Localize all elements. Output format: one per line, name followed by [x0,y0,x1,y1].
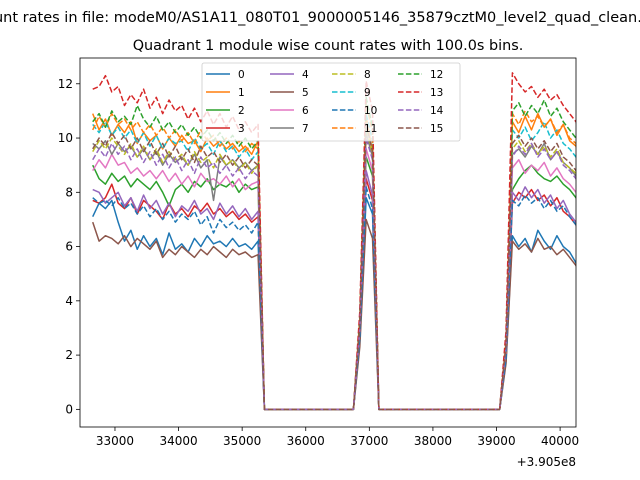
x-axis: 33000 34000 35000 36000 37000 38000 39000 40000 [96,427,579,448]
y-tick-label: 8 [65,185,73,199]
x-tick-label: 36000 [287,434,325,448]
legend-label-1: 1 [238,87,245,99]
x-tick-label: 35000 [223,434,261,448]
series-layer [92,72,576,411]
legend-label-4: 4 [302,69,309,81]
legend-label-8: 8 [364,69,371,81]
chart-title: Quadrant 1 module wise count rates with … [133,38,524,54]
legend-label-3: 3 [238,123,245,135]
y-tick-label: 2 [65,348,73,362]
x-tick-label: 38000 [414,434,452,448]
plot-frame [79,57,577,428]
legend-label-6: 6 [302,105,309,117]
legend-label-14: 14 [430,105,444,117]
legend-label-10: 10 [364,105,377,117]
legend-label-5: 5 [302,87,309,99]
y-tick-label: 0 [65,402,73,416]
y-tick-label: 6 [65,240,73,254]
y-axis: 0 2 4 6 8 10 12 [58,77,80,416]
legend-label-2: 2 [238,105,245,117]
x-axis-offset-label: +3.905e8 [517,455,576,469]
x-tick-label: 39000 [477,434,515,448]
legend-label-0: 0 [238,69,245,81]
legend-box [201,62,461,142]
legend-label-15: 15 [430,123,443,135]
y-tick-label: 10 [58,131,73,145]
x-tick-label: 37000 [350,434,388,448]
x-tick-label: 40000 [541,434,579,448]
x-tick-label: 33000 [96,434,134,448]
legend-label-12: 12 [430,69,443,81]
series-line-15 [92,123,576,411]
y-tick-label: 4 [65,294,73,308]
legend-label-11: 11 [364,123,377,135]
x-tick-label: 34000 [159,434,197,448]
legend-label-13: 13 [430,87,443,99]
legend-label-7: 7 [302,123,309,135]
legend-label-9: 9 [364,87,371,99]
y-tick-label: 12 [58,77,73,91]
chart-suptitle: Count rates in file: modeM0/AS1A11_080T0… [0,10,640,26]
